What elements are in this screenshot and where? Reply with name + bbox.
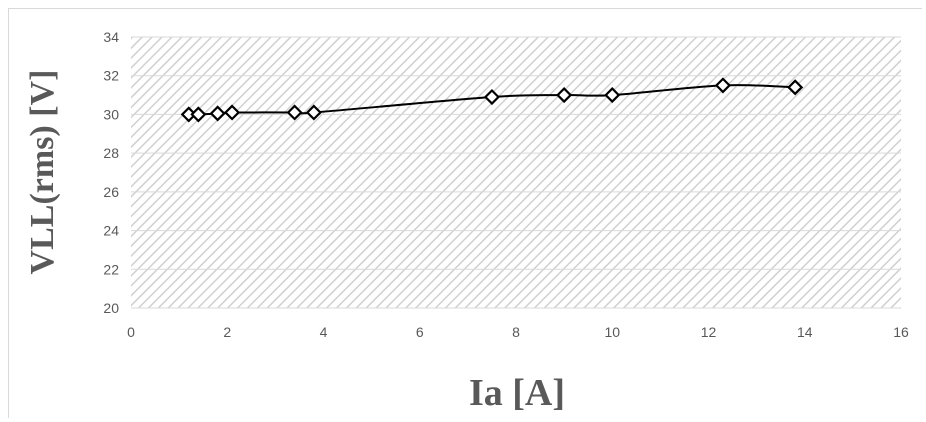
data-point-marker: [305, 104, 322, 121]
x-tick-label: 4: [320, 324, 328, 340]
data-point-marker: [483, 88, 500, 106]
y-tick-label: 28: [103, 145, 119, 161]
y-tick-label: 26: [103, 184, 119, 200]
x-tick-label: 12: [701, 324, 717, 340]
y-tick-label: 34: [103, 29, 119, 45]
y-tick-label: 24: [103, 223, 119, 239]
x-tick-label: 6: [416, 324, 424, 340]
gridlines: [131, 36, 901, 309]
y-tick-label: 30: [103, 106, 119, 122]
data-point-marker: [286, 104, 303, 121]
y-axis-title: VLL(rms) [V]: [24, 70, 61, 275]
y-tick-label: 22: [103, 261, 119, 277]
data-point-marker: [714, 77, 731, 94]
x-axis-ticks: 0 2 4 6 8 10 12 14 16: [127, 324, 909, 340]
x-tick-label: 2: [223, 324, 231, 340]
plot-area: [131, 37, 901, 308]
data-point-marker: [190, 106, 207, 123]
x-tick-label: 8: [512, 324, 520, 340]
x-tick-label: 0: [127, 324, 135, 340]
x-tick-label: 16: [893, 324, 909, 340]
data-point-marker: [604, 87, 621, 104]
data-markers: [180, 77, 804, 123]
data-point-marker: [787, 79, 804, 96]
chart-frame: [8, 8, 922, 418]
y-tick-label: 20: [103, 300, 119, 316]
data-point-marker: [224, 104, 241, 121]
y-axis-ticks: 20 22 24 26 28 30 32 34: [103, 29, 119, 316]
x-axis-title: Ia [A]: [469, 372, 565, 414]
data-point-marker: [556, 87, 573, 104]
x-tick-label: 14: [797, 324, 813, 340]
data-point-marker: [209, 105, 226, 122]
y-tick-label: 32: [103, 68, 119, 84]
x-tick-label: 10: [604, 324, 620, 340]
